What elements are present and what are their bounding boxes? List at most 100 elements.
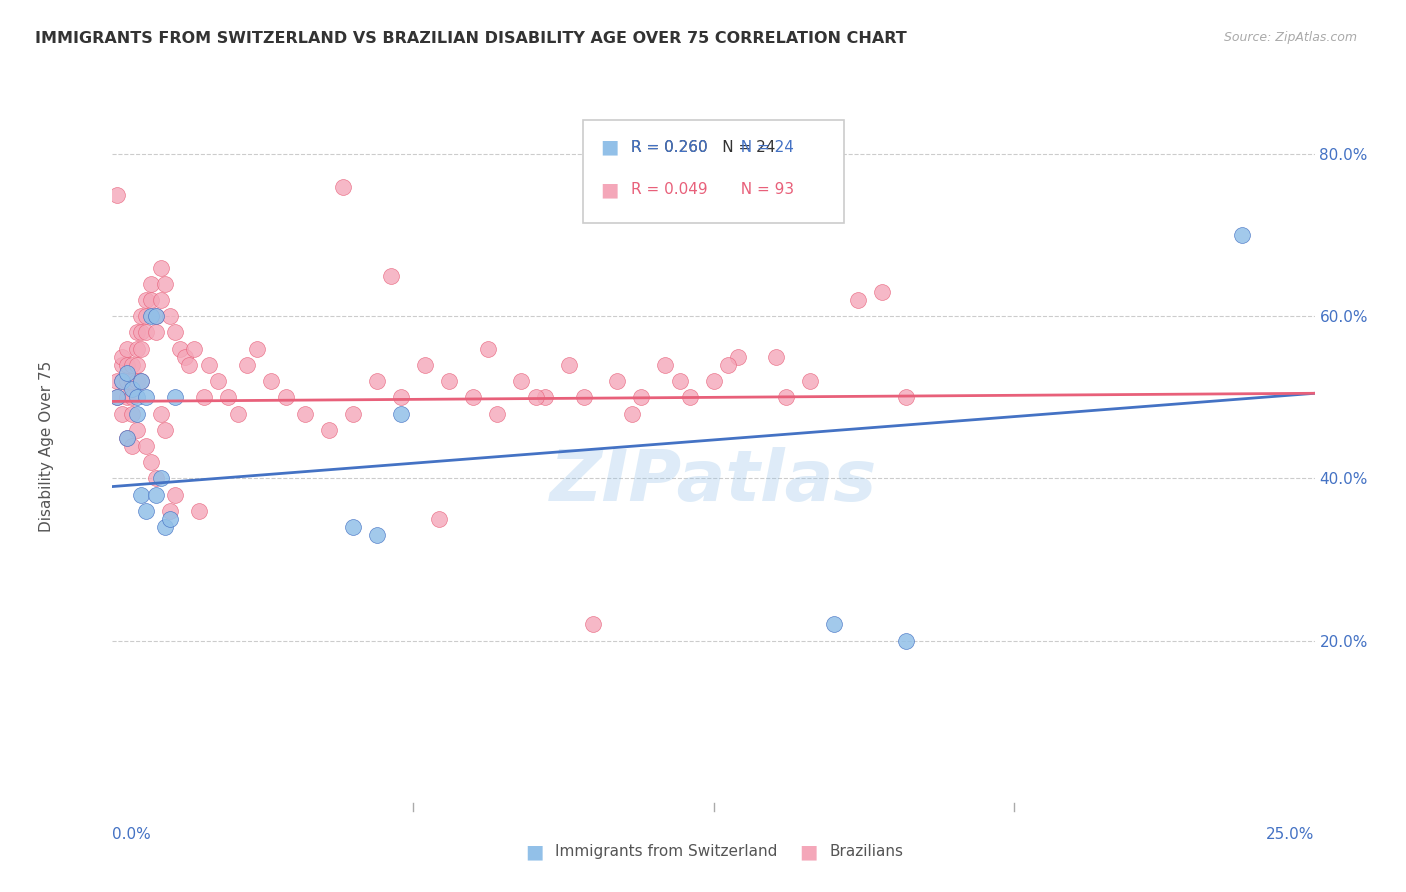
Point (121, 374, 143, 388)
Text: IMMIGRANTS FROM SWITZERLAND VS BRAZILIAN DISABILITY AGE OVER 75 CORRELATION CHAR: IMMIGRANTS FROM SWITZERLAND VS BRAZILIAN… (35, 31, 907, 46)
Point (558, 358, 581, 372)
Point (149, 260, 172, 275)
Point (236, 358, 259, 372)
Point (111, 374, 134, 388)
Text: ZIPatlas: ZIPatlas (550, 447, 877, 516)
Point (139, 455, 162, 469)
Text: Disability Age Over 75: Disability Age Over 75 (39, 360, 53, 532)
Point (125, 390, 148, 404)
Point (894, 390, 917, 404)
Point (260, 374, 283, 388)
Text: ■: ■ (799, 842, 818, 862)
Text: R = 0.260   N = 24: R = 0.260 N = 24 (631, 140, 776, 154)
Point (380, 268, 402, 283)
Point (678, 390, 700, 404)
Point (486, 407, 509, 421)
Point (131, 488, 153, 502)
Point (135, 293, 157, 307)
Point (318, 423, 340, 437)
Point (131, 374, 153, 388)
Point (121, 407, 143, 421)
Point (155, 520, 177, 534)
Point (717, 358, 740, 372)
Point (131, 342, 153, 356)
Point (217, 390, 239, 404)
Point (510, 374, 533, 388)
Point (149, 407, 172, 421)
Text: N = 24: N = 24 (731, 140, 794, 154)
Text: N = 93: N = 93 (731, 183, 794, 197)
Point (342, 407, 364, 421)
Point (606, 374, 628, 388)
Point (188, 504, 211, 518)
Point (149, 471, 172, 485)
Point (125, 374, 148, 388)
Point (524, 390, 547, 404)
Point (139, 277, 162, 291)
Point (125, 326, 148, 340)
Point (115, 358, 138, 372)
Point (163, 488, 186, 502)
Point (870, 285, 893, 299)
Point (139, 293, 162, 307)
Point (366, 528, 388, 542)
Text: R = 0.260: R = 0.260 (631, 140, 707, 154)
Point (461, 390, 484, 404)
Point (366, 374, 388, 388)
Point (125, 358, 148, 372)
Point (131, 310, 153, 324)
Point (135, 326, 157, 340)
Point (145, 310, 167, 324)
Point (115, 374, 138, 388)
Point (173, 350, 195, 364)
Point (193, 390, 215, 404)
Point (125, 407, 148, 421)
Point (183, 342, 205, 356)
Text: R = 0.049: R = 0.049 (631, 183, 707, 197)
Point (226, 407, 249, 421)
Point (111, 350, 134, 364)
Point (135, 439, 157, 453)
Point (799, 374, 821, 388)
Point (413, 358, 436, 372)
Point (145, 326, 167, 340)
Point (115, 390, 138, 404)
Point (1232, 228, 1254, 243)
Point (582, 617, 605, 632)
Point (846, 293, 869, 307)
Point (159, 504, 181, 518)
Point (765, 350, 787, 364)
Point (105, 187, 128, 202)
Point (159, 512, 181, 526)
Point (105, 374, 128, 388)
Point (111, 407, 134, 421)
Text: Immigrants from Switzerland: Immigrants from Switzerland (555, 845, 778, 859)
Point (775, 390, 797, 404)
Point (294, 407, 316, 421)
Text: 0.0%: 0.0% (112, 827, 152, 841)
Text: Source: ZipAtlas.com: Source: ZipAtlas.com (1223, 31, 1357, 45)
Point (115, 431, 138, 445)
Point (135, 504, 157, 518)
Point (179, 358, 201, 372)
Point (115, 431, 138, 445)
Point (620, 407, 643, 421)
Text: 25.0%: 25.0% (1267, 827, 1315, 841)
Point (155, 277, 177, 291)
Point (669, 374, 692, 388)
Text: Brazilians: Brazilians (830, 845, 904, 859)
Point (125, 423, 148, 437)
Point (534, 390, 557, 404)
Point (115, 366, 138, 380)
Point (630, 390, 652, 404)
Point (163, 390, 186, 404)
Point (135, 310, 157, 324)
Point (105, 390, 128, 404)
Point (389, 407, 412, 421)
Point (389, 390, 412, 404)
Point (197, 358, 219, 372)
Text: ■: ■ (600, 180, 619, 200)
Point (139, 310, 162, 324)
Point (572, 390, 595, 404)
Point (169, 342, 191, 356)
